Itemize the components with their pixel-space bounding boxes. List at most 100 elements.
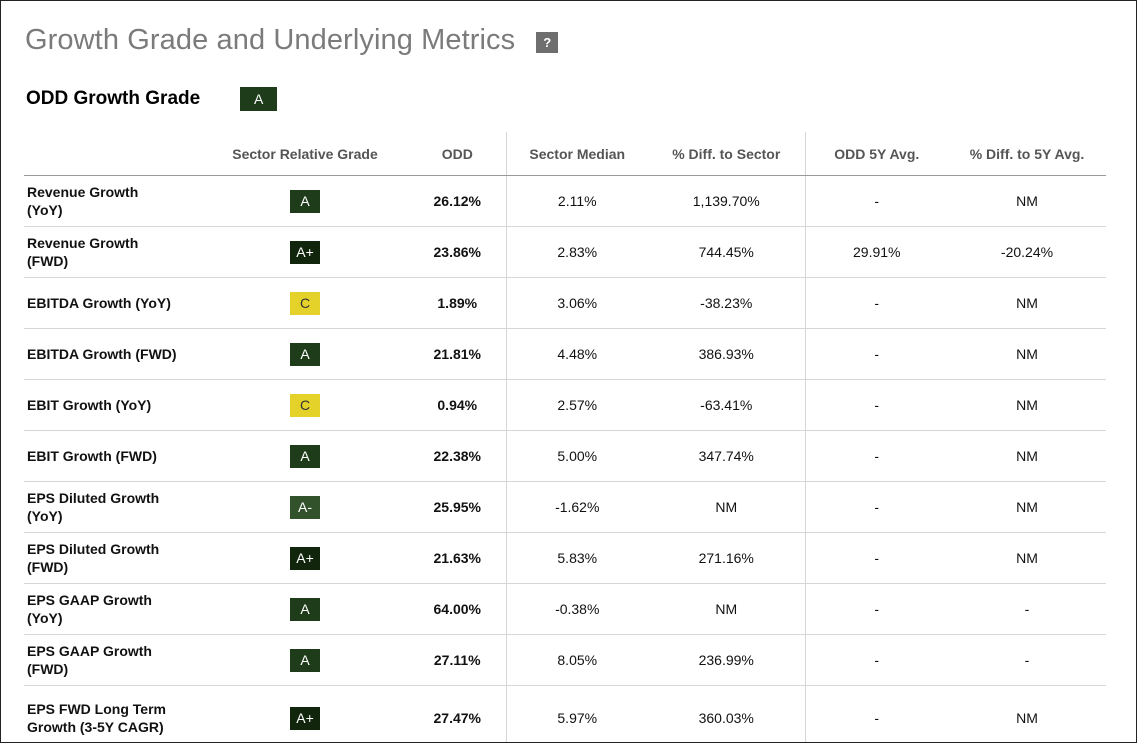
diff-to-5y-avg-value: NM (948, 328, 1106, 380)
metric-name[interactable]: EPS GAAP Growth (YoY) (27, 592, 152, 626)
metric-name-cell: EPS FWD Long Term Growth (3-5Y CAGR) (24, 686, 201, 743)
diff-to-sector-value: 236.99% (648, 634, 805, 686)
odd-value: 25.95% (409, 481, 506, 533)
diff-to-5y-avg-value: NM (948, 277, 1106, 329)
sector-median-value: 2.57% (505, 379, 648, 431)
sector-median-value: 8.05% (505, 634, 648, 686)
metric-name[interactable]: EBIT Growth (YoY) (27, 397, 152, 413)
metric-name-cell: Revenue Growth (YoY) (24, 175, 201, 227)
sector-median-value: 4.48% (505, 328, 648, 380)
title-row: Growth Grade and Underlying Metrics ? (25, 21, 559, 59)
grade-badge: A (290, 189, 320, 213)
metric-name-cell: EBIT Growth (FWD) (24, 430, 201, 482)
metrics-table-body: Revenue Growth (YoY) A 26.12% 2.11% 1,139.70… (24, 175, 1106, 743)
odd-value: 1.89% (409, 277, 506, 329)
grade-badge: A (290, 597, 320, 621)
column-header-odd-5y-avg[interactable]: ODD 5Y Avg. (804, 132, 948, 176)
sector-median-value: 2.11% (505, 175, 648, 227)
odd-value: 21.63% (409, 532, 506, 584)
sector-median-value: 3.06% (505, 277, 648, 329)
sector-relative-grade-cell: A+ (201, 686, 409, 743)
table-row: EPS GAAP Growth (YoY) A 64.00% -0.38% NM - - (24, 583, 1106, 635)
odd-5y-avg-value: - (804, 685, 948, 742)
help-icon[interactable]: ? (536, 31, 559, 53)
column-header-sector-median[interactable]: Sector Median (505, 132, 648, 176)
diff-to-5y-avg-value: - (948, 634, 1106, 686)
diff-to-sector-value: 1,139.70% (648, 175, 805, 227)
metric-name[interactable]: EBITDA Growth (FWD) (27, 346, 177, 362)
table-row: Revenue Growth (YoY) A 26.12% 2.11% 1,139.70… (24, 175, 1106, 227)
metric-name[interactable]: Revenue Growth (YoY) (27, 184, 139, 218)
metric-name[interactable]: EPS FWD Long Term Growth (3-5Y CAGR) (27, 701, 166, 735)
column-header-odd[interactable]: ODD (409, 132, 506, 176)
page-title: Growth Grade and Underlying Metrics (25, 24, 516, 56)
diff-to-sector-value: -63.41% (648, 379, 805, 431)
diff-to-sector-value: 386.93% (648, 328, 805, 380)
metric-name[interactable]: Revenue Growth (FWD) (27, 235, 139, 269)
odd-value: 27.11% (409, 634, 506, 686)
metric-name-cell: EBITDA Growth (FWD) (24, 328, 201, 380)
diff-to-sector-value: 744.45% (648, 226, 805, 278)
odd-value: 21.81% (409, 328, 506, 380)
grade-badge: A (290, 444, 320, 468)
metrics-table: Sector Relative Grade ODD Sector Median … (24, 132, 1106, 743)
table-row: Revenue Growth (FWD) A+ 23.86% 2.83% 744.45%… (24, 226, 1106, 278)
sector-relative-grade-cell: A (201, 583, 409, 635)
metric-name-cell: EPS Diluted Growth (YoY) (24, 481, 201, 533)
table-row: EBIT Growth (FWD) A 22.38% 5.00% 347.74% - NM (24, 430, 1106, 482)
metric-name[interactable]: EPS Diluted Growth (YoY) (27, 490, 160, 524)
odd-5y-avg-value: - (804, 481, 948, 533)
odd-5y-avg-value: - (804, 532, 948, 584)
table-row: EPS Diluted Growth (YoY) A- 25.95% -1.62% NM… (24, 481, 1106, 533)
sector-median-value: 5.83% (505, 532, 648, 584)
odd-value: 26.12% (409, 175, 506, 227)
sector-median-value: 2.83% (505, 226, 648, 278)
column-header-diff-to-5y-avg[interactable]: % Diff. to 5Y Avg. (948, 132, 1106, 176)
grade-badge: C (290, 393, 320, 417)
grade-badge: C (290, 291, 320, 315)
metric-name-cell: EPS Diluted Growth (FWD) (24, 532, 201, 584)
table-row: EPS Diluted Growth (FWD) A+ 21.63% 5.83% 271… (24, 532, 1106, 584)
sector-median-value: -0.38% (505, 583, 648, 635)
table-header-row: Sector Relative Grade ODD Sector Median … (24, 132, 1106, 176)
metric-name[interactable]: EBIT Growth (FWD) (27, 448, 157, 464)
sector-relative-grade-cell: A (201, 430, 409, 482)
grade-badge: A+ (290, 240, 320, 264)
sector-relative-grade-cell: C (201, 379, 409, 431)
column-header-metric (24, 132, 201, 176)
diff-to-5y-avg-value: NM (948, 532, 1106, 584)
diff-to-5y-avg-value: NM (948, 379, 1106, 431)
diff-to-5y-avg-value: NM (1016, 710, 1038, 726)
metric-name[interactable]: EPS GAAP Growth (FWD) (27, 643, 152, 677)
odd-5y-avg-value: - (804, 430, 948, 482)
odd-value: 64.00% (409, 583, 506, 635)
metric-name[interactable]: EPS Diluted Growth (FWD) (27, 541, 160, 575)
odd-value: 22.38% (409, 430, 506, 482)
diff-to-5y-avg-value: -20.24% (948, 226, 1106, 278)
metric-name-cell: EPS GAAP Growth (FWD) (24, 634, 201, 686)
table-row: EBITDA Growth (YoY) C 1.89% 3.06% -38.23% - NM (24, 277, 1106, 329)
grade-badge: A+ (290, 546, 320, 570)
diff-to-sector-value: NM (648, 481, 805, 533)
odd-5y-avg-value: 29.91% (804, 226, 948, 278)
odd-5y-avg-value: - (804, 634, 948, 686)
sector-relative-grade-cell: A+ (201, 532, 409, 584)
odd-5y-avg-value: - (804, 175, 948, 227)
column-header-diff-to-sector[interactable]: % Diff. to Sector (648, 132, 805, 176)
grade-badge: A (290, 648, 320, 672)
diff-to-sector-value: NM (648, 583, 805, 635)
odd-value: 0.94% (409, 379, 506, 431)
grade-badge: A (290, 342, 320, 366)
sector-relative-grade-cell: A (201, 634, 409, 686)
column-header-sector-relative-grade[interactable]: Sector Relative Grade (201, 132, 409, 176)
table-row: EPS GAAP Growth (FWD) A 27.11% 8.05% 236.99%… (24, 634, 1106, 686)
sector-relative-grade-cell: A- (201, 481, 409, 533)
odd-5y-avg-value: - (804, 583, 948, 635)
metric-name[interactable]: EBITDA Growth (YoY) (27, 295, 171, 311)
growth-grade-label: ODD Growth Grade (26, 88, 201, 109)
sector-relative-grade-cell: A (201, 175, 409, 227)
diff-to-5y-avg-value: - (948, 583, 1106, 635)
sector-relative-grade-cell: A (201, 328, 409, 380)
sector-relative-grade-cell: A+ (201, 226, 409, 278)
diff-to-5y-avg-value: NM (948, 175, 1106, 227)
